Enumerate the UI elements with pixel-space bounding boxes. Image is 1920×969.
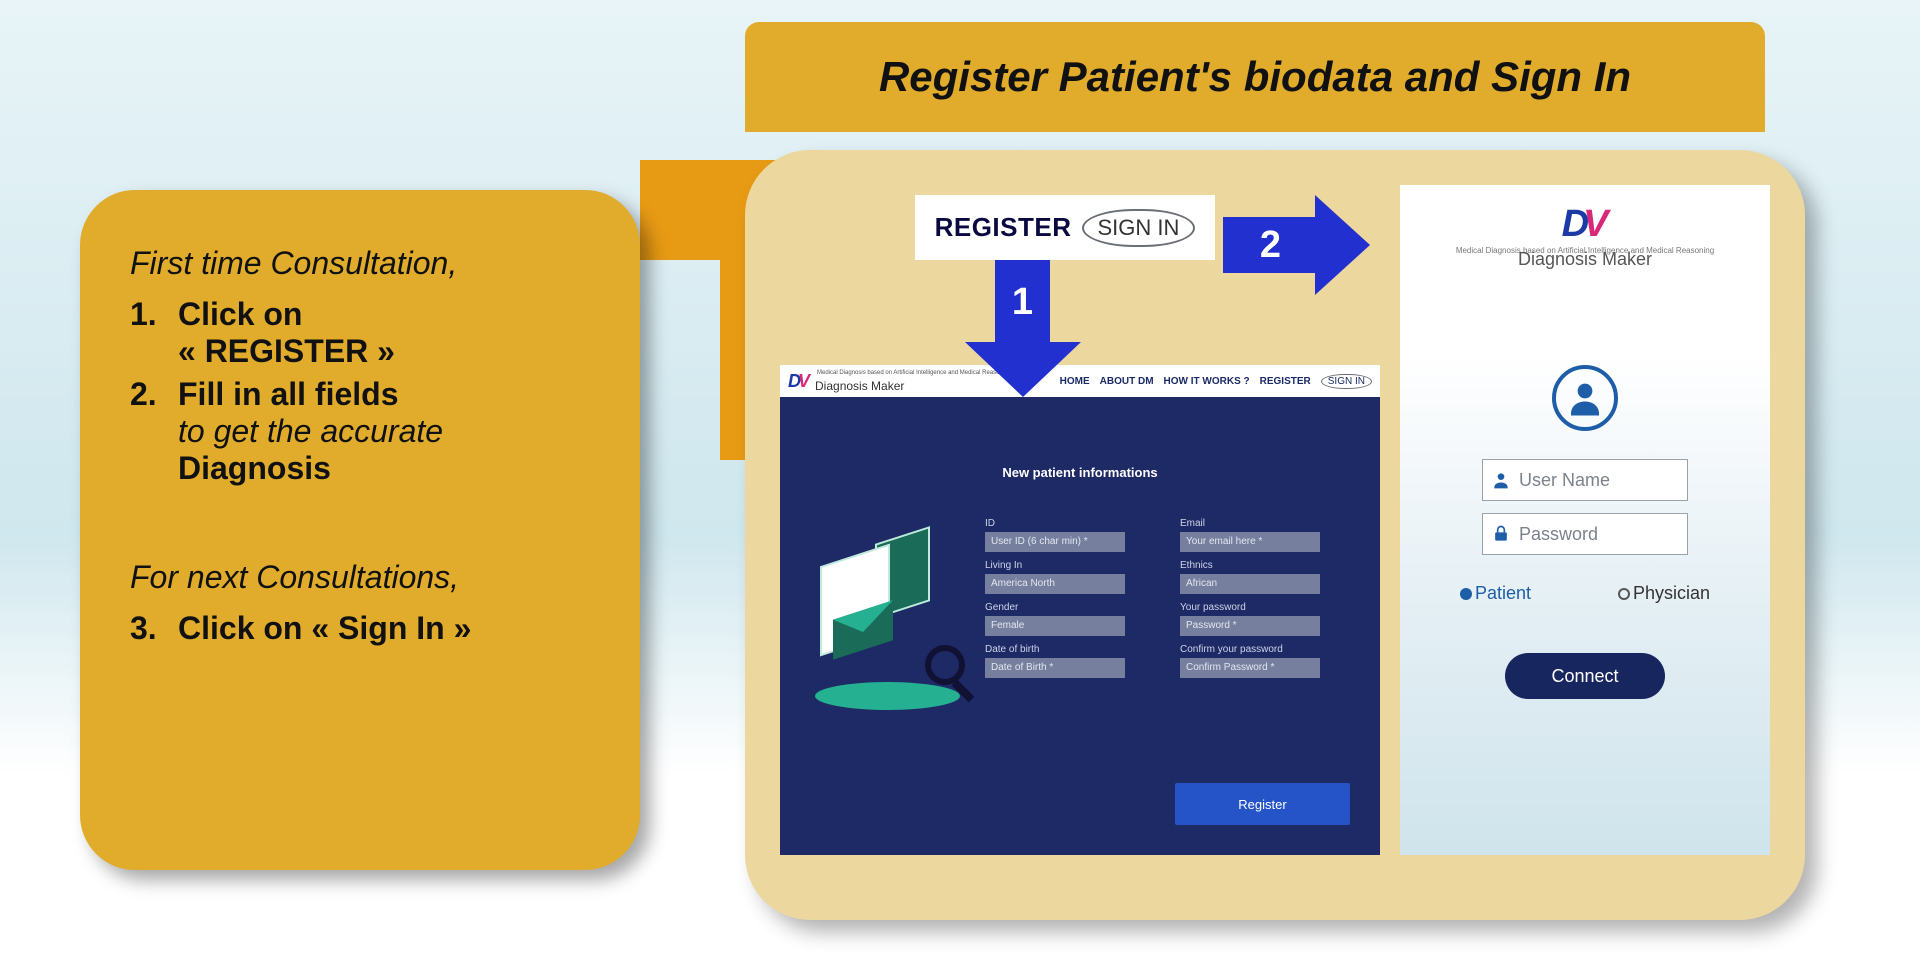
password-label: Your password [1180,602,1320,613]
instruction-item-2: 2. Fill in all fields [130,376,590,413]
gender-select[interactable]: Female [985,616,1125,636]
instructions-lead-1: First time Consultation, [130,245,590,282]
instruction-item-2-sub-i: to get the accurate [178,413,590,450]
password-input[interactable]: Password * [1180,616,1320,636]
dob-input[interactable]: Date of Birth * [985,658,1125,678]
signin-screenshot: DV Medical Diagnosis based on Artificial… [1400,185,1770,855]
callout-signin-label: SIGN IN [1082,209,1196,247]
register-col-right: Email Your email here * Ethnics African … [1180,510,1320,678]
arrow-right-2: 2 [1223,200,1383,290]
instruction-item-1-sub: « REGISTER » [178,333,590,370]
register-nav: HOME ABOUT DM HOW IT WORKS ? REGISTER SI… [1060,374,1372,389]
gender-label: Gender [985,602,1125,613]
register-illustration [805,530,970,710]
email-label: Email [1180,518,1320,529]
id-label: ID [985,518,1125,529]
role-physician[interactable]: Physician [1618,583,1710,604]
instructions-lead-2: For next Consultations, [130,559,590,596]
instruction-item-3: 3. Click on « Sign In » [130,610,590,647]
connect-button[interactable]: Connect [1505,653,1665,699]
living-label: Living In [985,560,1125,571]
arrow-right-label: 2 [1223,217,1318,273]
password-field[interactable]: Password [1482,513,1688,555]
page-title: Register Patient's biodata and Sign In [879,53,1631,101]
living-select[interactable]: America North [985,574,1125,594]
nav-signin[interactable]: SIGN IN [1321,374,1372,389]
register-form-screenshot: DV Medical Diagnosis based on Artificial… [780,365,1380,855]
lock-icon [1491,524,1511,544]
ethnics-select[interactable]: African [1180,574,1320,594]
user-icon [1491,470,1511,490]
password-placeholder: Password [1519,524,1598,545]
dob-label: Date of birth [985,644,1125,655]
screenshots-panel: REGISTER SIGN IN 1 2 DV Medical Diagnosi… [745,150,1805,920]
role-patient[interactable]: Patient [1460,583,1531,604]
instructions-panel: First time Consultation, 1. Click on « R… [80,190,640,870]
username-placeholder: User Name [1519,470,1610,491]
confirm-password-label: Confirm your password [1180,644,1320,655]
username-field[interactable]: User Name [1482,459,1688,501]
email-input[interactable]: Your email here * [1180,532,1320,552]
page-title-bar: Register Patient's biodata and Sign In [745,22,1765,132]
arrow-down-label: 1 [995,260,1050,345]
callout-register-label: REGISTER [935,212,1072,243]
ethnics-label: Ethnics [1180,560,1320,571]
radio-unselected-icon [1618,588,1630,600]
register-button[interactable]: Register [1175,783,1350,825]
nav-about[interactable]: ABOUT DM [1100,376,1154,387]
register-col-left: ID User ID (6 char min) * Living In Amer… [985,510,1125,678]
radio-selected-icon [1460,588,1472,600]
nav-register[interactable]: REGISTER [1260,376,1311,387]
signin-brand-logo: DV Medical Diagnosis based on Artificial… [1400,203,1770,270]
register-form-heading: New patient informations [780,465,1380,480]
instruction-item-2-sub-b: Diagnosis [178,450,590,487]
arrow-down-1: 1 [975,260,1070,400]
id-input[interactable]: User ID (6 char min) * [985,532,1125,552]
instruction-item-1: 1. Click on [130,296,590,333]
register-signin-callout: REGISTER SIGN IN [915,195,1215,260]
role-selector: Patient Physician [1460,583,1710,604]
nav-how[interactable]: HOW IT WORKS ? [1164,376,1250,387]
confirm-password-input[interactable]: Confirm Password * [1180,658,1320,678]
avatar-icon [1552,365,1618,431]
